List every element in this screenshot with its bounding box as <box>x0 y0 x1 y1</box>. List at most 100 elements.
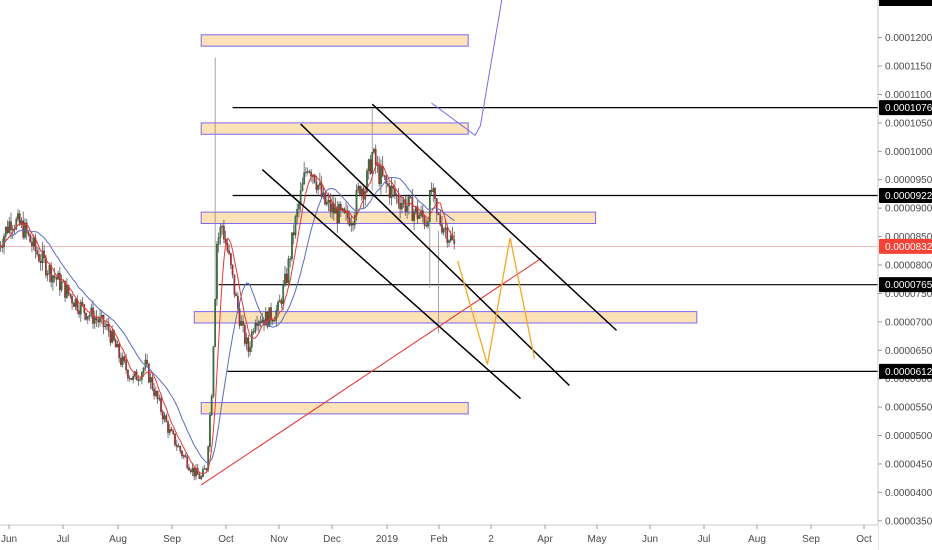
candle-body <box>104 325 107 328</box>
time-tick-label: Jun <box>642 534 658 545</box>
candle-body <box>4 226 7 237</box>
candle-body <box>308 171 311 173</box>
candle-body <box>200 476 203 479</box>
candle-body <box>277 302 279 311</box>
candle-body <box>210 395 213 416</box>
horizontal-levels <box>0 107 878 372</box>
candle-body <box>299 190 302 205</box>
candle-body <box>399 202 401 210</box>
time-tick-label: Aug <box>109 534 127 545</box>
candle-body <box>209 415 211 447</box>
candle-body <box>250 331 253 348</box>
candle-body <box>336 207 339 224</box>
candle-body <box>221 225 223 228</box>
candle-body <box>231 264 234 275</box>
candle-body <box>319 182 321 186</box>
candle-body <box>223 225 225 240</box>
candle-body <box>217 237 220 245</box>
candle-body <box>86 316 89 320</box>
candle-body <box>325 201 328 205</box>
candle-body <box>198 474 201 479</box>
zone-0 <box>200 34 469 47</box>
candle-body <box>430 190 433 192</box>
candle-body <box>71 295 73 304</box>
candle-body <box>55 277 58 280</box>
candle-body <box>414 206 417 212</box>
candle-body <box>401 203 403 210</box>
candle-body <box>118 344 121 359</box>
time-tick-label: Oct <box>856 534 872 545</box>
price-tag-label: 0.00007654 <box>885 280 932 291</box>
candle-body <box>11 229 14 231</box>
time-tick-label: 2019 <box>376 534 399 545</box>
candle-body <box>418 215 421 219</box>
zigzag-projection <box>457 237 536 365</box>
time-tick-label: Oct <box>218 534 234 545</box>
candle-body <box>69 293 72 297</box>
candle-body <box>387 183 389 186</box>
time-axis[interactable]: Jun Jul Aug Sep Oct Nov Dec 2019 Feb 2 Apr May Jun Ju… <box>0 524 878 550</box>
candle-body <box>188 467 190 471</box>
candle-body <box>121 356 124 365</box>
candle-body <box>317 185 319 190</box>
candle-body <box>366 170 368 192</box>
time-tick-label: Dec <box>323 534 341 545</box>
candle-body <box>294 216 297 236</box>
candle-body <box>324 192 326 205</box>
candle-body <box>67 285 70 295</box>
candle-body <box>27 232 30 235</box>
candle-body <box>256 323 258 326</box>
candle-body <box>88 315 91 317</box>
candle-body <box>139 379 141 381</box>
price-tag-label: 0.00006129 <box>885 367 932 378</box>
candle-body <box>60 282 63 291</box>
candle-body <box>315 181 318 190</box>
candle-body <box>453 239 456 244</box>
candle-body <box>264 312 267 326</box>
candle-body <box>83 304 86 314</box>
candle-body <box>116 344 119 348</box>
candle-body <box>158 398 161 400</box>
candle-body <box>259 321 262 323</box>
candle-body <box>383 175 386 177</box>
blue-projection-line <box>431 0 503 137</box>
candle-body <box>85 312 87 320</box>
candle-body <box>287 258 290 283</box>
candle-body <box>411 197 414 221</box>
candle-body <box>348 217 351 226</box>
time-tick-label: Feb <box>430 534 448 545</box>
time-tick-label: Nov <box>270 534 288 545</box>
candle-body <box>148 363 150 383</box>
candle-body <box>397 195 400 204</box>
candle-body <box>48 265 51 274</box>
price-tag-label: 0.00008328 <box>885 242 932 253</box>
candle-body <box>97 319 100 323</box>
candle-body <box>59 273 61 291</box>
candle-body <box>25 222 28 233</box>
candle-body <box>427 221 429 227</box>
candle-body <box>306 171 309 173</box>
candle-body <box>81 302 84 305</box>
candle-body <box>404 199 407 212</box>
candle-body <box>111 330 114 343</box>
candle-body <box>18 213 21 225</box>
candle-body <box>153 388 155 396</box>
candle-body <box>444 227 447 230</box>
candle-body <box>425 225 428 227</box>
candle-body <box>38 254 40 262</box>
candle-body <box>114 340 117 348</box>
candle-body <box>20 220 23 225</box>
candle-body <box>371 151 374 174</box>
candle-body <box>273 320 276 322</box>
candle-body <box>228 250 230 254</box>
candle-body <box>154 391 157 396</box>
candle-body <box>441 224 443 233</box>
candle-body <box>271 320 274 322</box>
